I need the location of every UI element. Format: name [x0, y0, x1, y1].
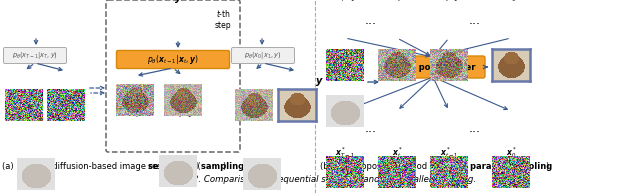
Text: ...: ... [365, 14, 377, 27]
Text: $p_\theta(x_0|x_1,y)$: $p_\theta(x_0|x_1,y)$ [244, 50, 282, 61]
Text: (a) Existing diffusion-based image restoration (: (a) Existing diffusion-based image resto… [2, 162, 200, 171]
Text: $x_1$: $x_1$ [249, 105, 259, 115]
Text: $\boldsymbol{x}_0^0$: $\boldsymbol{x}_0^0$ [506, 0, 516, 4]
FancyBboxPatch shape [3, 47, 67, 63]
Text: $\boldsymbol{x}_{T-1}^0$: $\boldsymbol{x}_{T-1}^0$ [335, 0, 355, 4]
Text: $x_T$: $x_T$ [495, 62, 507, 72]
Text: $x_{t-1}$: $x_{t-1}$ [174, 110, 192, 120]
Text: Fixed point solver: Fixed point solver [390, 63, 476, 71]
Text: ): ) [545, 162, 548, 171]
Text: $p_\theta(x_{T-1}|x_T,y)$: $p_\theta(x_{T-1}|x_T,y)$ [12, 50, 58, 61]
Text: $\boldsymbol{x}_t^*$: $\boldsymbol{x}_t^*$ [392, 145, 403, 160]
Text: $\boldsymbol{x}_{T-1}^*$: $\boldsymbol{x}_{T-1}^*$ [335, 145, 355, 160]
Text: ...: ... [469, 122, 481, 135]
Text: $x_0$: $x_0$ [292, 105, 302, 115]
FancyBboxPatch shape [116, 51, 230, 69]
Text: parallel sampling: parallel sampling [470, 162, 552, 171]
Text: ): ) [222, 162, 225, 171]
Text: $\boldsymbol{x}_0^*$: $\boldsymbol{x}_0^*$ [506, 145, 516, 160]
Text: $\boldsymbol{y}$: $\boldsymbol{y}$ [173, 0, 182, 5]
FancyBboxPatch shape [381, 56, 485, 78]
Text: $\boldsymbol{x}_{t-1}^*$: $\boldsymbol{x}_{t-1}^*$ [440, 145, 458, 160]
Text: $\boldsymbol{x}_t^0$: $\boldsymbol{x}_t^0$ [392, 0, 402, 4]
Text: ...: ... [469, 14, 481, 27]
Text: $x_T$: $x_T$ [19, 105, 29, 115]
Text: $x_{T-1}$: $x_{T-1}$ [56, 105, 76, 115]
Text: $\boldsymbol{x}_{t-1}^0$: $\boldsymbol{x}_{t-1}^0$ [440, 0, 458, 4]
FancyBboxPatch shape [232, 47, 294, 63]
Text: ...: ... [365, 122, 377, 135]
FancyBboxPatch shape [106, 0, 240, 152]
Text: $x_t$: $x_t$ [131, 110, 140, 120]
Text: Figure 2. Comparisons of sequential sampling and our parallel sampling.: Figure 2. Comparisons of sequential samp… [163, 175, 477, 184]
Text: sequential sampling: sequential sampling [148, 162, 244, 171]
Text: $y$: $y$ [258, 0, 266, 2]
Text: $t$-th
step: $t$-th step [214, 8, 231, 30]
Text: $p_\theta(\boldsymbol{x}_{t-1}|\boldsymbol{x}_t, \boldsymbol{y})$: $p_\theta(\boldsymbol{x}_{t-1}|\boldsymb… [147, 53, 199, 66]
Text: (b) Our proposed method (: (b) Our proposed method ( [320, 162, 433, 171]
Text: $y$: $y$ [32, 0, 40, 2]
Text: $\boldsymbol{y}$: $\boldsymbol{y}$ [316, 76, 324, 88]
